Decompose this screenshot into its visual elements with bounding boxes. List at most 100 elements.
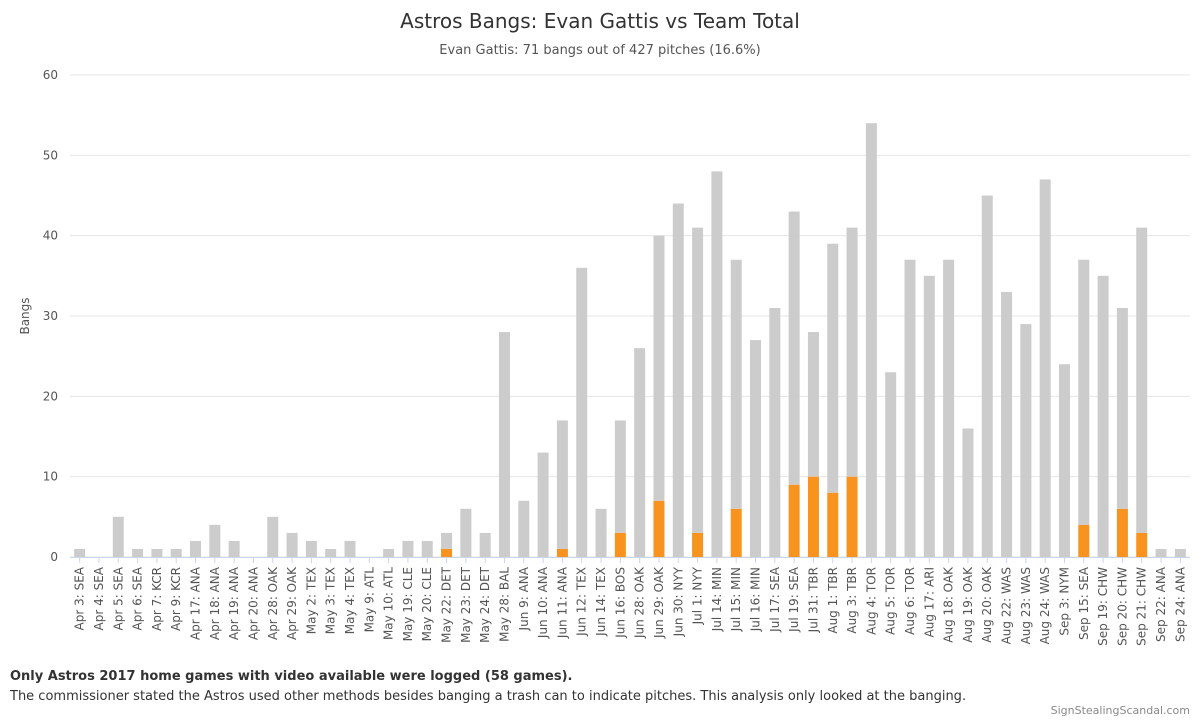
x-tick-label: Jun 12: TEX — [575, 567, 589, 637]
bar-segment — [74, 548, 86, 557]
bar-segment — [383, 548, 395, 557]
bar-segment — [807, 332, 819, 477]
bar-segment — [672, 203, 684, 558]
bar-segment — [769, 307, 781, 557]
bar-segment — [151, 548, 163, 557]
x-tick-label: May 22: DET — [440, 566, 454, 643]
bar-segment — [692, 227, 704, 533]
bar-segment — [923, 275, 935, 557]
x-tick-label: Sep 15: SEA — [1077, 566, 1091, 640]
x-tick-label: Apr 18: ANA — [208, 566, 222, 640]
x-tick-label: May 24: DET — [478, 566, 492, 643]
x-tick-label: Jun 16: BOS — [613, 567, 627, 639]
bar-segment — [518, 500, 530, 557]
bar-segment — [576, 267, 588, 557]
bar-segment — [325, 548, 337, 557]
x-tick-label: Aug 1: TBR — [826, 567, 840, 634]
bar-segment — [788, 484, 800, 557]
bar-segment — [112, 516, 124, 557]
bar-segment — [846, 227, 858, 477]
x-tick-label: Apr 4: SEA — [92, 566, 106, 630]
x-tick-label: Sep 19: CHW — [1096, 567, 1110, 646]
bar-segment — [653, 235, 665, 501]
bar-segment — [1155, 548, 1167, 557]
x-tick-label: Apr 9: KCR — [169, 567, 183, 631]
bar-segment — [614, 420, 626, 533]
x-tick-label: Aug 20: OAK — [980, 566, 994, 643]
x-tick-label: Jun 11: ANA — [555, 566, 569, 639]
bar-segment — [1097, 275, 1109, 557]
x-tick-label: May 10: ATL — [382, 567, 396, 640]
chart-title: Astros Bangs: Evan Gattis vs Team Total — [400, 9, 800, 33]
x-tick-label: Aug 6: TOR — [903, 567, 917, 635]
bar-segment — [846, 476, 858, 557]
x-tick-label: Aug 5: TOR — [884, 567, 898, 635]
bar-segment — [1136, 227, 1148, 533]
x-tick-label: Jun 10: ANA — [536, 566, 550, 639]
x-tick-label: Apr 5: SEA — [111, 566, 125, 630]
bar-segment — [962, 428, 974, 557]
x-tick-label: Sep 24: ANA — [1173, 566, 1187, 642]
x-tick-label: Aug 18: OAK — [942, 566, 956, 643]
bar-segment — [479, 532, 491, 557]
bar-segment — [228, 540, 240, 557]
bar-segment — [267, 516, 279, 557]
chart-subtitle: Evan Gattis: 71 bangs out of 427 pitches… — [439, 43, 760, 58]
y-tick-label: 10 — [43, 470, 58, 484]
y-tick-label: 20 — [43, 389, 58, 403]
x-tick-label: Aug 23: WAS — [1019, 567, 1033, 644]
x-tick-label: May 28: BAL — [497, 567, 511, 642]
x-tick-label: Jun 9: ANA — [517, 566, 531, 631]
bar-segment — [1136, 532, 1148, 557]
bar-segment — [209, 524, 221, 557]
bar-segment — [943, 259, 955, 557]
bar-segment — [1058, 364, 1070, 557]
x-tick-label: May 3: TEX — [324, 567, 338, 634]
bar-segment — [1116, 508, 1128, 557]
bar-segment — [441, 548, 453, 557]
bar-segment — [730, 508, 742, 557]
x-tick-label: Apr 7: KCR — [150, 567, 164, 631]
bar-segment — [1001, 291, 1013, 557]
x-tick-label: May 4: TEX — [343, 567, 357, 634]
bar-segment — [1020, 324, 1032, 557]
bar-segment — [286, 532, 298, 557]
x-tick-label: Jul 31: TBR — [806, 567, 820, 633]
x-tick-label: Apr 6: SEA — [131, 566, 145, 630]
x-tick-label: Apr 28: OAK — [266, 566, 280, 640]
bar-segment — [441, 532, 453, 549]
x-tick-label: Aug 19: OAK — [961, 566, 975, 643]
x-tick-label: Apr 3: SEA — [73, 566, 87, 630]
x-tick-label: Jul 1: NYY — [691, 566, 705, 625]
x-tick-label: Apr 17: ANA — [189, 566, 203, 640]
x-tick-label: Sep 20: CHW — [1115, 567, 1129, 646]
y-tick-label: 60 — [43, 68, 58, 82]
x-tick-label: Aug 24: WAS — [1038, 567, 1052, 644]
bar-segment — [885, 372, 897, 557]
bar-segment — [344, 540, 356, 557]
x-tick-label: May 19: CLE — [401, 567, 415, 641]
x-tick-label: May 23: DET — [459, 566, 473, 643]
bar-segment — [653, 500, 665, 557]
bar-segment — [750, 340, 762, 557]
x-tick-label: Apr 29: OAK — [285, 566, 299, 640]
bar-segment — [170, 548, 182, 557]
bar-segment — [1078, 259, 1090, 525]
x-tick-label: Apr 19: ANA — [227, 566, 241, 640]
bar-segment — [498, 332, 510, 557]
bar-segment — [460, 508, 472, 557]
x-tick-label: Jun 30: NYY — [671, 566, 685, 637]
x-tick-label: Aug 22: WAS — [1000, 567, 1014, 644]
x-tick-label: Jun 29: OAK — [652, 566, 666, 639]
bar-segment — [692, 532, 704, 557]
x-tick-label: Aug 17: ARI — [922, 567, 936, 637]
footnote: Only Astros 2017 home games with video a… — [10, 669, 573, 684]
x-tick-label: May 9: ATL — [362, 567, 376, 633]
bar-segment — [1116, 307, 1128, 509]
x-tick-label: Sep 22: ANA — [1154, 566, 1168, 642]
bar-segment — [865, 123, 877, 557]
x-tick-label: Aug 3: TBR — [845, 567, 859, 634]
bar-segment — [634, 348, 646, 557]
x-tick-label: Jul 17: SEA — [768, 566, 782, 633]
